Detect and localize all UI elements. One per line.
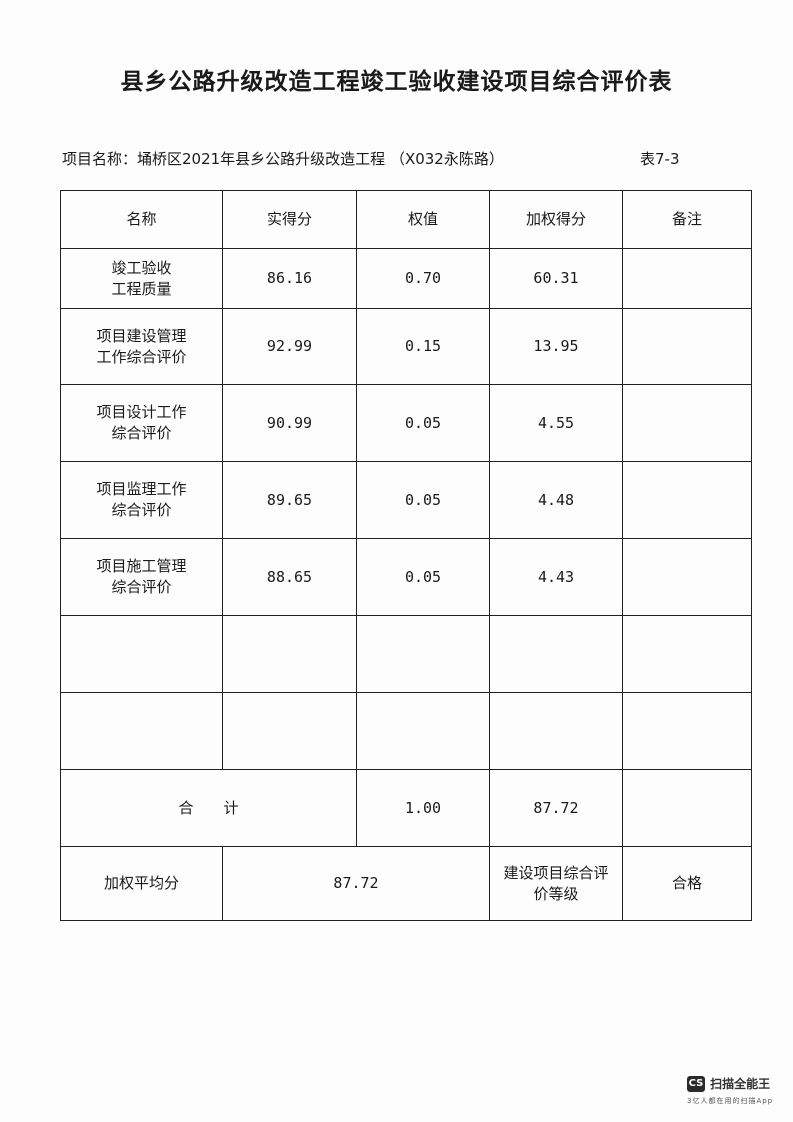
row-score: 89.65	[222, 461, 357, 539]
header-score: 实得分	[222, 190, 357, 249]
name-line2: 综合评价	[111, 424, 172, 442]
avg-value: 87.72	[222, 846, 490, 921]
watermark-subtitle: 3亿人都在用的扫描App	[687, 1097, 774, 1105]
row-weighted: 4.55	[489, 384, 623, 462]
name-line1: 项目监理工作	[96, 480, 187, 498]
empty-cell	[222, 692, 357, 770]
name-line2: 综合评价	[111, 578, 172, 596]
row-name: 项目建设管理 工作综合评价	[60, 308, 223, 385]
header-row: 名称 实得分 权值 加权得分 备注	[60, 190, 752, 249]
total-weighted: 87.72	[489, 769, 623, 847]
row-name: 项目施工管理 综合评价	[60, 538, 223, 616]
empty-cell	[356, 692, 490, 770]
row-weighted: 60.31	[489, 248, 623, 309]
empty-cell	[60, 692, 223, 770]
grade-label: 建设项目综合评 价等级	[489, 846, 623, 921]
total-label: 合 计	[60, 769, 357, 847]
row-name: 项目监理工作 综合评价	[60, 461, 223, 539]
row-weight: 0.05	[356, 461, 490, 539]
project-name: 项目名称：埇桥区2021年县乡公路升级改造工程 （X032永陈路）	[62, 150, 504, 168]
empty-cell	[622, 692, 752, 770]
name-line1: 项目建设管理	[96, 326, 187, 345]
row-note	[622, 461, 752, 539]
empty-cell	[60, 615, 223, 693]
grade-value: 合格	[622, 846, 752, 921]
scanner-watermark: CS 扫描全能王 3亿人都在用的扫描App	[687, 1073, 787, 1106]
total-note	[622, 769, 752, 847]
table-row: 项目监理工作 综合评价 89.65 0.05 4.48	[60, 461, 752, 539]
total-weight: 1.00	[356, 769, 490, 847]
row-weight: 0.05	[356, 384, 490, 462]
summary-row: 加权平均分 87.72 建设项目综合评 价等级 合格	[60, 846, 752, 921]
header-weighted: 加权得分	[489, 190, 623, 249]
name-line2: 工作综合评价	[96, 347, 187, 366]
table-row: 项目施工管理 综合评价 88.65 0.05 4.43	[60, 538, 752, 616]
row-name: 竣工验收 工程质量	[60, 248, 223, 309]
watermark-name: 扫描全能王	[710, 1077, 771, 1091]
empty-cell	[489, 615, 623, 693]
empty-cell	[489, 692, 623, 770]
grade-label-line1: 建设项目综合评	[503, 863, 609, 882]
row-note	[622, 308, 752, 385]
row-weighted: 4.43	[489, 538, 623, 616]
name-line1: 项目设计工作	[96, 403, 187, 421]
row-weight: 0.15	[356, 308, 490, 385]
header-name: 名称	[60, 190, 223, 249]
row-note	[622, 384, 752, 462]
name-line1: 竣工验收	[111, 258, 172, 277]
name-line1: 项目施工管理	[96, 557, 187, 575]
table-row: 竣工验收工程质量 86.16 0.70 60.31	[60, 248, 752, 309]
camscanner-logo-icon: CS	[687, 1075, 705, 1092]
row-name: 项目设计工作 综合评价	[60, 384, 223, 462]
evaluation-table: 名称 实得分 权值 加权得分 备注 竣工验收工程质量 86.16 0.70 60…	[60, 190, 752, 921]
row-weighted: 4.48	[489, 461, 623, 539]
document-title: 县乡公路升级改造工程竣工验收建设项目综合评价表	[120, 69, 673, 95]
row-score: 92.99	[222, 308, 357, 385]
row-score: 90.99	[222, 384, 357, 462]
row-score: 88.65	[222, 538, 357, 616]
row-weighted: 13.95	[489, 308, 623, 385]
row-weight: 0.05	[356, 538, 490, 616]
name-line2: 综合评价	[111, 501, 172, 519]
row-score: 86.16	[222, 248, 357, 309]
name-line2: 工程质量	[111, 279, 172, 298]
row-note	[622, 248, 752, 309]
empty-row	[60, 615, 752, 693]
row-note	[622, 538, 752, 616]
row-weight: 0.70	[356, 248, 490, 309]
empty-cell	[622, 615, 752, 693]
total-row: 合 计 1.00 87.72	[60, 769, 752, 847]
table-number: 表7-3	[640, 150, 680, 168]
empty-row	[60, 692, 752, 770]
table-row: 项目建设管理 工作综合评价 92.99 0.15 13.95	[60, 308, 752, 385]
grade-label-line2: 价等级	[533, 884, 579, 903]
table-row: 项目设计工作 综合评价 90.99 0.05 4.55	[60, 384, 752, 462]
empty-cell	[222, 615, 357, 693]
header-note: 备注	[622, 190, 752, 249]
header-weight: 权值	[356, 190, 490, 249]
avg-label: 加权平均分	[60, 846, 223, 921]
empty-cell	[356, 615, 490, 693]
